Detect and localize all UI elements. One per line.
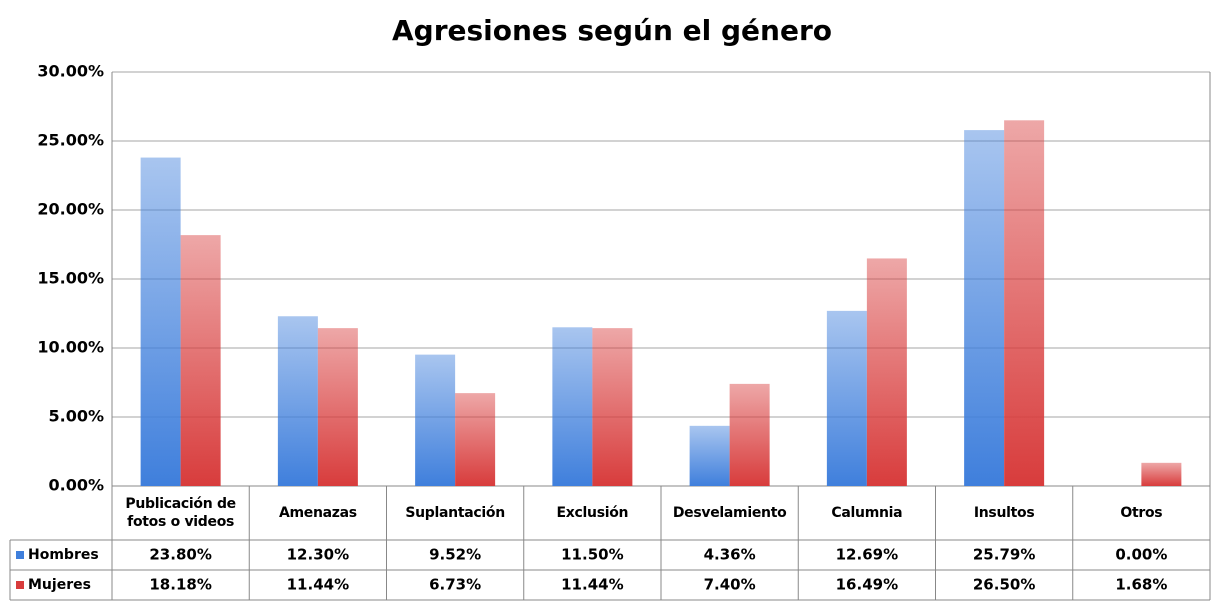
data-label: 4.36% [704, 546, 756, 564]
x-tick-label: Insultos [973, 505, 1035, 521]
x-tick-label: Exclusión [556, 505, 629, 521]
bar [964, 130, 1005, 486]
y-tick-label: 5.00% [48, 407, 104, 426]
bar [826, 310, 867, 486]
data-label: 11.50% [561, 546, 623, 564]
legend-swatch [16, 581, 24, 589]
bar [592, 328, 633, 486]
data-label: 0.00% [1115, 546, 1167, 564]
x-tick-label: Desvelamiento [672, 505, 787, 521]
data-label: 26.50% [973, 576, 1035, 594]
x-tick-label: Suplantación [405, 505, 505, 521]
bar [455, 393, 496, 486]
bar [317, 328, 358, 486]
data-label: 12.69% [836, 546, 898, 564]
bar [866, 258, 907, 486]
data-label: 1.68% [1115, 576, 1167, 594]
legend-label: Hombres [28, 547, 99, 563]
y-tick-label: 30.00% [37, 62, 104, 81]
data-label: 9.52% [429, 546, 481, 564]
x-tick-label: Amenazas [278, 505, 357, 521]
x-tick-label: Calumnia [831, 505, 903, 521]
bar [180, 235, 221, 486]
y-tick-label: 0.00% [48, 476, 104, 495]
bar [689, 425, 730, 486]
y-tick-label: 25.00% [37, 131, 104, 150]
bar [1141, 462, 1182, 486]
bar [140, 157, 181, 486]
x-tick-label: Otros [1120, 505, 1163, 521]
x-tick-label: Publicación de fotos o videos [125, 496, 236, 530]
legend-label: Mujeres [28, 577, 91, 593]
legend-swatch [16, 551, 24, 559]
bar [729, 383, 770, 486]
y-tick-label: 10.00% [37, 338, 104, 357]
data-label: 7.40% [704, 576, 756, 594]
data-label: 23.80% [149, 546, 211, 564]
bar [415, 354, 456, 486]
data-label: 12.30% [287, 546, 349, 564]
data-label: 18.18% [149, 576, 211, 594]
y-tick-label: 15.00% [37, 269, 104, 288]
data-label: 11.44% [287, 576, 349, 594]
chart-title: Agresiones según el género [392, 14, 832, 47]
y-tick-label: 20.00% [37, 200, 104, 219]
data-label: 11.44% [561, 576, 623, 594]
data-label: 16.49% [836, 576, 898, 594]
bar [277, 316, 318, 486]
data-label: 25.79% [973, 546, 1035, 564]
data-label: 6.73% [429, 576, 481, 594]
bar [1004, 120, 1045, 487]
bar [552, 327, 593, 486]
